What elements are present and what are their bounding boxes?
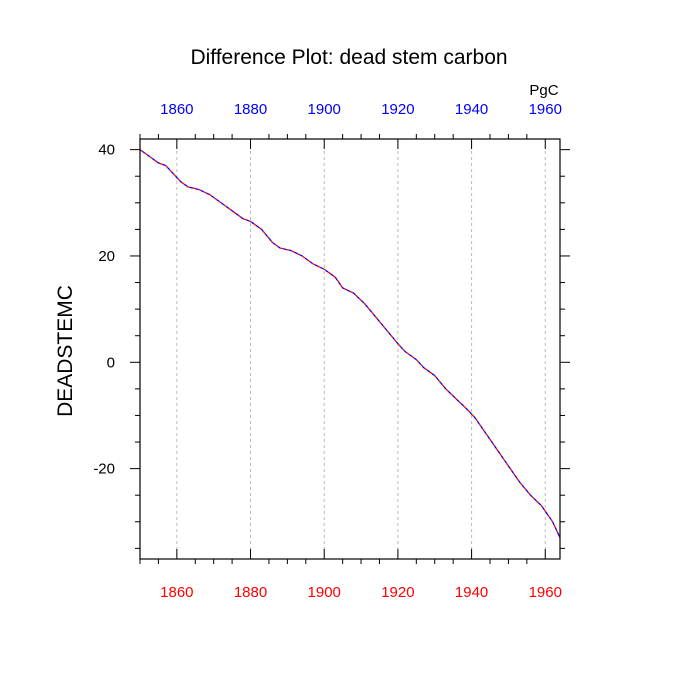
x-tick-label-bottom: 1880 (234, 584, 267, 601)
x-tick-label-top: 1940 (455, 101, 488, 118)
x-tick-label-bottom: 1920 (381, 584, 414, 601)
tick-layer (130, 134, 570, 564)
x-tick-label-top: 1880 (234, 101, 267, 118)
x-tick-label-top: 1920 (381, 101, 414, 118)
x-tick-label-top: 1860 (160, 101, 193, 118)
units-label: PgC (529, 82, 558, 99)
y-tick-label: 40 (98, 142, 115, 159)
x-tick-label-bottom: 1960 (529, 584, 562, 601)
series-line-overlay (139, 149, 561, 539)
x-tick-label-bottom: 1940 (455, 584, 488, 601)
x-tick-label-bottom: 1900 (308, 584, 341, 601)
label-layer: 1860 1860 1880 1880 1900 1900 1920 1920 1940 1940… (93, 101, 562, 601)
grid-layer (176, 139, 546, 559)
series-line (139, 149, 561, 539)
series-layer (139, 149, 561, 539)
chart-title: Difference Plot: dead stem carbon (190, 46, 507, 69)
y-tick-label: -20 (93, 461, 115, 478)
y-tick-label: 20 (98, 248, 115, 265)
x-tick-label-top: 1900 (308, 101, 341, 118)
x-tick-label-top: 1960 (529, 101, 562, 118)
y-tick-label: 0 (107, 354, 115, 371)
y-axis-label: DEADSTEMC (54, 285, 77, 417)
x-tick-label-bottom: 1860 (160, 584, 193, 601)
plot-frame (139, 138, 561, 560)
